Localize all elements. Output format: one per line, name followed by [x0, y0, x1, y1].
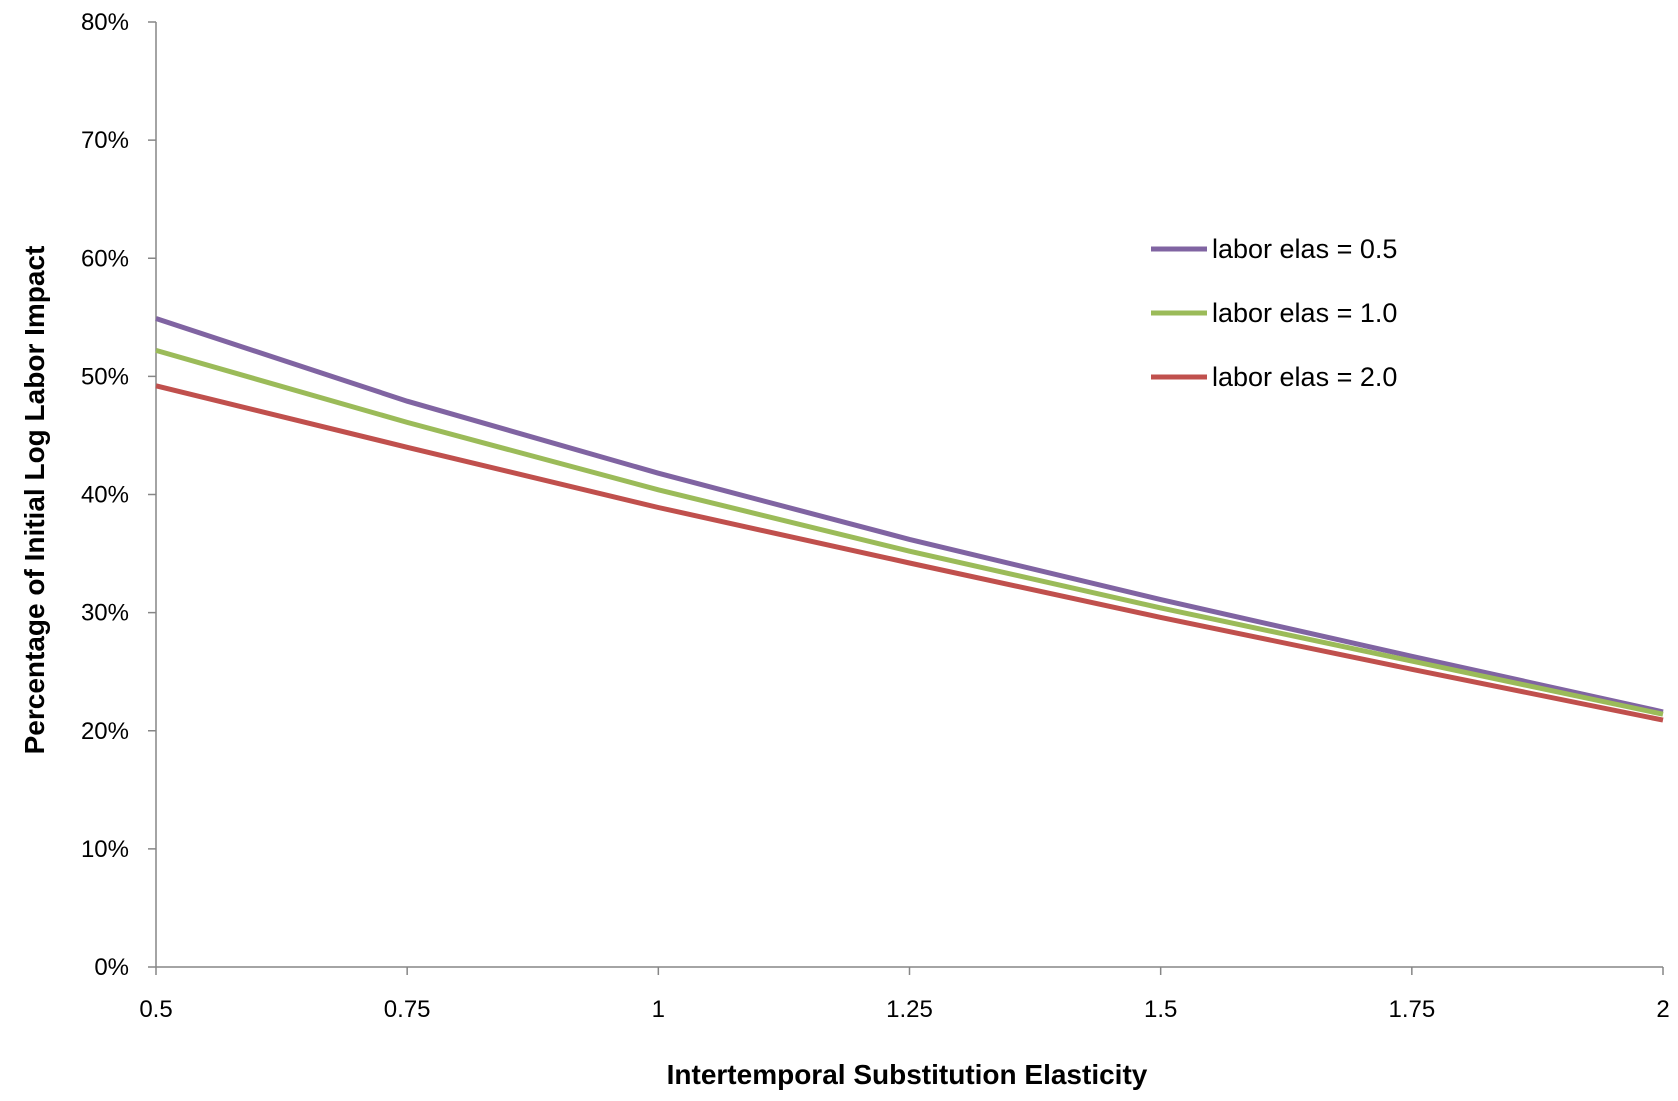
y-tick-label: 50% — [81, 363, 129, 390]
y-axis-ticks: 0% 10% 20% 30% 40% 50% 60% 70% 80% — [81, 9, 156, 981]
series-line-2 — [155, 347, 1664, 717]
legend-label: labor elas = 2.0 — [1212, 362, 1397, 392]
y-tick-label: 0% — [94, 954, 129, 981]
x-tick-label: 0.75 — [384, 996, 431, 1023]
x-tick-label: 1.75 — [1388, 996, 1435, 1023]
y-tick-label: 60% — [81, 245, 129, 272]
y-tick-label: 10% — [81, 836, 129, 863]
series-lines — [155, 316, 1664, 723]
x-axis-title: Intertemporal Substitution Elasticity — [667, 1059, 1148, 1090]
y-tick-label: 80% — [81, 9, 129, 36]
y-tick-label: 40% — [81, 482, 129, 509]
x-tick-label: 1 — [652, 996, 665, 1023]
x-tick-label: 1.25 — [886, 996, 933, 1023]
y-tick-label: 30% — [81, 600, 129, 627]
series-line-3 — [155, 383, 1664, 723]
x-tick-label: 0.5 — [139, 996, 172, 1023]
x-tick-label: 2 — [1656, 996, 1669, 1023]
x-axis-ticks: 0.5 0.75 1 1.25 1.5 1.75 2 — [139, 967, 1670, 1023]
legend-label: labor elas = 1.0 — [1212, 298, 1397, 328]
legend: labor elas = 0.5 labor elas = 1.0 labor el… — [1151, 234, 1397, 392]
y-tick-label: 20% — [81, 718, 129, 745]
y-axis-title: Percentage of Initial Log Labor Impact — [19, 246, 50, 755]
x-tick-label: 1.5 — [1144, 996, 1177, 1023]
series-line-1 — [155, 316, 1664, 715]
legend-label: labor elas = 0.5 — [1212, 234, 1397, 264]
y-tick-label: 70% — [81, 127, 129, 154]
